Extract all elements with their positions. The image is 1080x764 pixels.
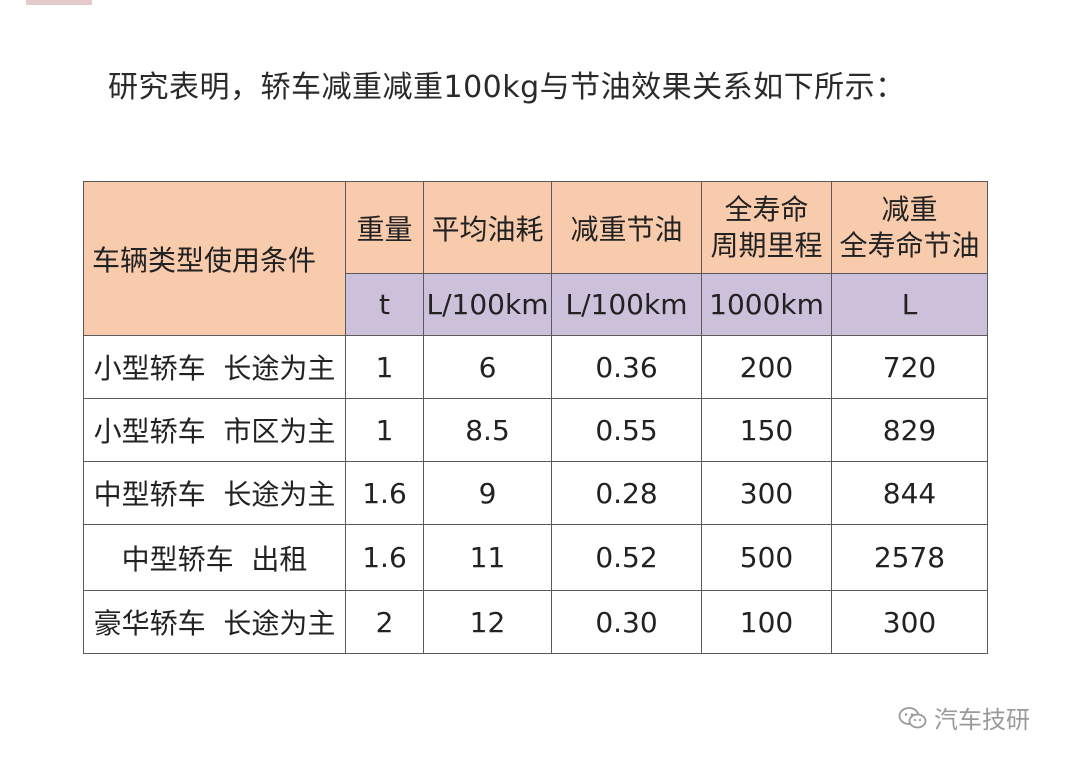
cell-avg-fuel: 6 bbox=[423, 335, 552, 399]
cell-vehicle-type: 豪华轿车 长途为主 bbox=[83, 590, 346, 654]
cell-weight: 2 bbox=[345, 590, 424, 654]
header-vehicle-type: 车辆类型使用条件 bbox=[83, 181, 346, 336]
header-avg-fuel: 平均油耗 bbox=[423, 181, 552, 274]
table-row: 中型轿车 出租 1.6 11 0.52 500 2578 bbox=[83, 524, 988, 591]
header-weight: 重量 bbox=[345, 181, 424, 274]
cell-avg-fuel: 9 bbox=[423, 461, 552, 525]
cell-lifetime-saving: 829 bbox=[831, 398, 988, 462]
header-lifetime-mileage: 全寿命 周期里程 bbox=[701, 181, 832, 274]
cell-vehicle-type: 小型轿车 长途为主 bbox=[83, 335, 346, 399]
corner-decoration bbox=[26, 0, 92, 5]
unit-weight: t bbox=[345, 273, 424, 336]
header-lifetime-saving: 减重 全寿命节油 bbox=[831, 181, 988, 274]
table-row: 中型轿车 长途为主 1.6 9 0.28 300 844 bbox=[83, 461, 988, 525]
cell-weight: 1 bbox=[345, 335, 424, 399]
cell-lifetime-mileage: 150 bbox=[701, 398, 832, 462]
cell-weight: 1 bbox=[345, 398, 424, 462]
cell-weight-saving: 0.55 bbox=[551, 398, 702, 462]
unit-avg-fuel: L/100km bbox=[423, 273, 552, 336]
cell-lifetime-saving: 720 bbox=[831, 335, 988, 399]
page-heading: 研究表明，轿车减重减重100kg与节油效果关系如下所示： bbox=[108, 70, 906, 105]
cell-weight-saving: 0.28 bbox=[551, 461, 702, 525]
cell-avg-fuel: 12 bbox=[423, 590, 552, 654]
header-lifetime-mileage-line1: 全寿命 bbox=[724, 192, 809, 226]
cell-weight-saving: 0.36 bbox=[551, 335, 702, 399]
cell-vehicle-type: 中型轿车 出租 bbox=[83, 524, 346, 591]
cell-vehicle-type: 小型轿车 市区为主 bbox=[83, 398, 346, 462]
cell-vehicle-type: 中型轿车 长途为主 bbox=[83, 461, 346, 525]
unit-weight-saving: L/100km bbox=[551, 273, 702, 336]
wechat-icon bbox=[898, 706, 927, 728]
cell-lifetime-saving: 300 bbox=[831, 590, 988, 654]
cell-lifetime-mileage: 200 bbox=[701, 335, 832, 399]
watermark-text: 汽车技研 bbox=[934, 706, 1030, 734]
unit-lifetime-saving: L bbox=[831, 273, 988, 336]
cell-avg-fuel: 8.5 bbox=[423, 398, 552, 462]
unit-lifetime-mileage: 1000km bbox=[701, 273, 832, 336]
table-row: 小型轿车 长途为主 1 6 0.36 200 720 bbox=[83, 335, 988, 399]
cell-lifetime-saving: 844 bbox=[831, 461, 988, 525]
cell-lifetime-mileage: 300 bbox=[701, 461, 832, 525]
cell-weight-saving: 0.30 bbox=[551, 590, 702, 654]
cell-lifetime-mileage: 500 bbox=[701, 524, 832, 591]
fuel-saving-table: 车辆类型使用条件 重量 平均油耗 减重节油 全寿命 周期里程 减重 全寿命节油 … bbox=[83, 181, 988, 654]
header-weight-saving: 减重节油 bbox=[551, 181, 702, 274]
table-row: 豪华轿车 长途为主 2 12 0.30 100 300 bbox=[83, 590, 988, 654]
cell-lifetime-saving: 2578 bbox=[831, 524, 988, 591]
cell-weight: 1.6 bbox=[345, 524, 424, 591]
table-row: 小型轿车 市区为主 1 8.5 0.55 150 829 bbox=[83, 398, 988, 462]
header-lifetime-mileage-line2: 周期里程 bbox=[710, 228, 823, 262]
header-lifetime-saving-line2: 全寿命节油 bbox=[839, 228, 980, 262]
cell-weight-saving: 0.52 bbox=[551, 524, 702, 591]
cell-weight: 1.6 bbox=[345, 461, 424, 525]
watermark: 汽车技研 bbox=[898, 700, 1030, 735]
header-lifetime-saving-line1: 减重 bbox=[881, 192, 938, 226]
cell-avg-fuel: 11 bbox=[423, 524, 552, 591]
cell-lifetime-mileage: 100 bbox=[701, 590, 832, 654]
